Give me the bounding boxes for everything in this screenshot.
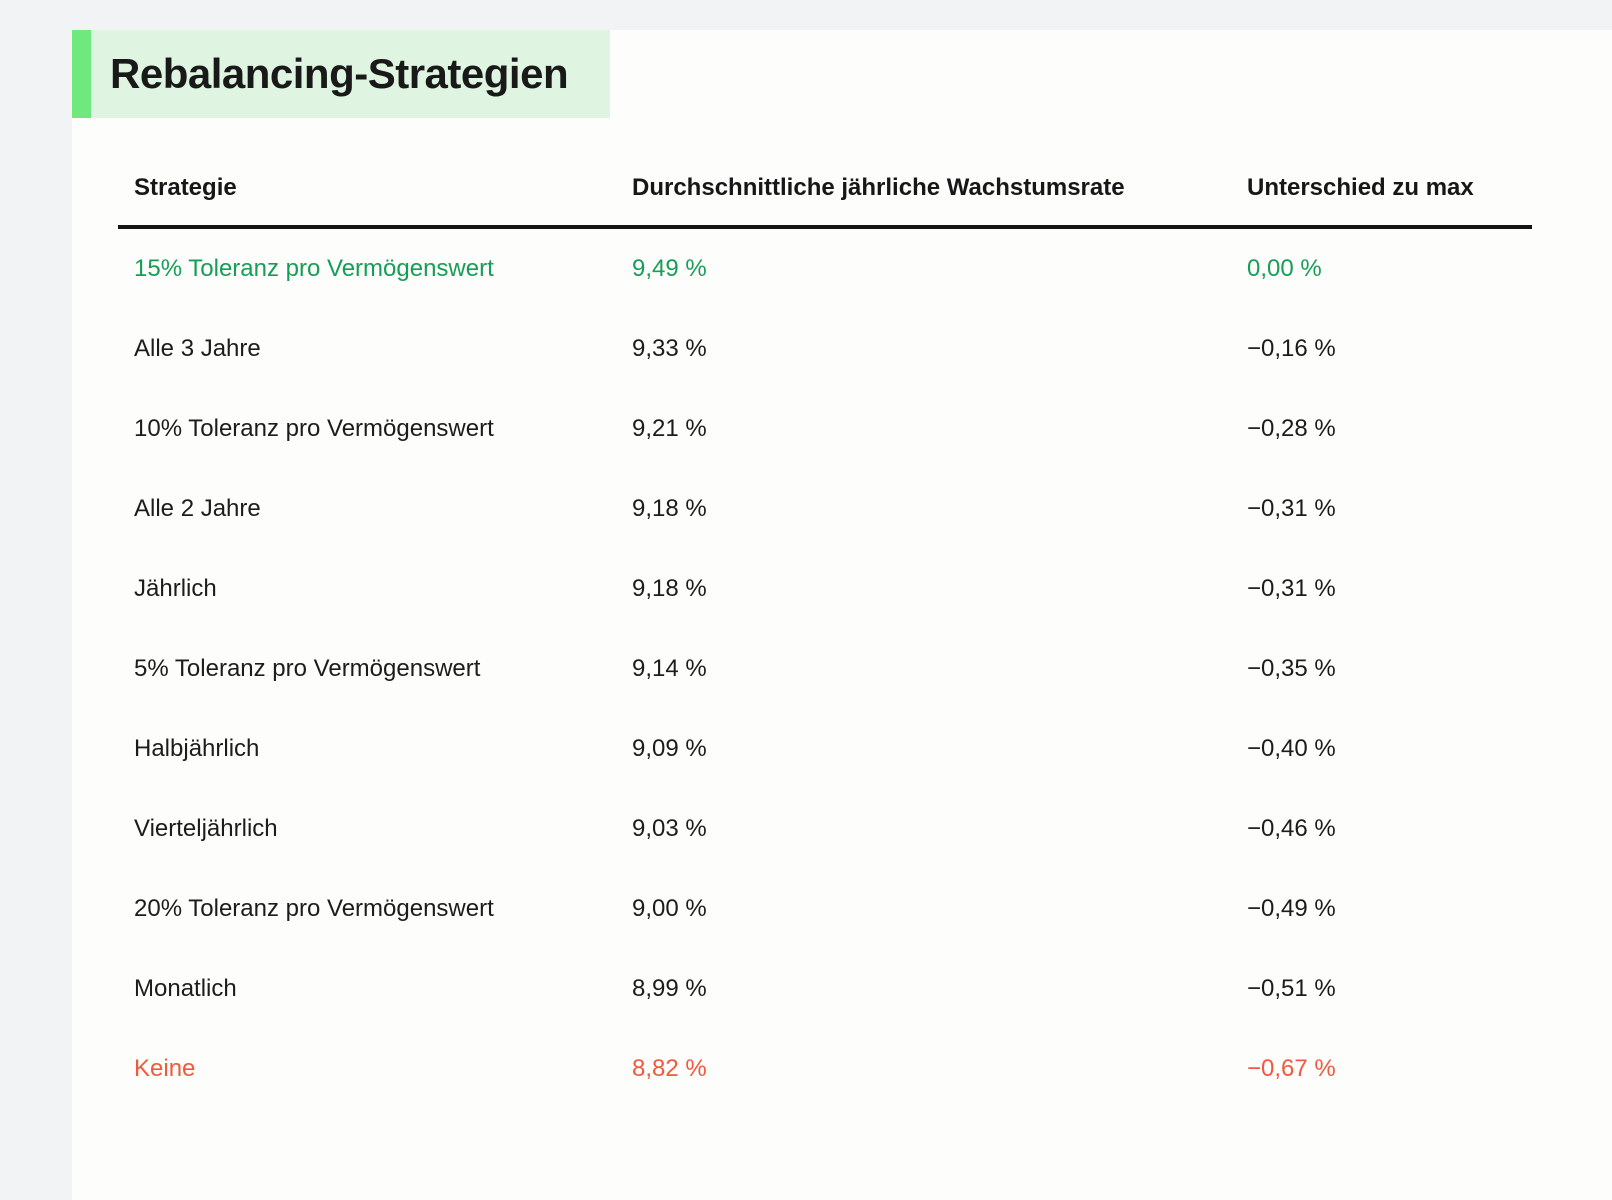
diff-cell: −0,67 % (1247, 1055, 1336, 1082)
growth-cell: 8,99 % (632, 975, 707, 1002)
table-row: Alle 3 Jahre 9,33 % −0,16 % (118, 309, 1532, 389)
page-title: Rebalancing-Strategien (110, 50, 569, 97)
growth-cell: 8,82 % (632, 1055, 707, 1082)
table-row: Keine 8,82 % −0,67 % (118, 1029, 1532, 1109)
diff-cell: 0,00 % (1247, 255, 1322, 282)
column-header-strategy: Strategie (134, 173, 237, 201)
table-row: 10% Toleranz pro Vermögenswert 9,21 % −0… (118, 389, 1532, 469)
table-row: 15% Toleranz pro Vermögenswert 9,49 % 0,… (118, 229, 1532, 309)
strategy-cell: Vierteljährlich (134, 815, 278, 842)
growth-cell: 9,09 % (632, 735, 707, 762)
growth-cell: 9,03 % (632, 815, 707, 842)
rebalancing-strategies-table: Strategie Durchschnittliche jährliche Wa… (118, 150, 1532, 1109)
table-row: 20% Toleranz pro Vermögenswert 9,00 % −0… (118, 869, 1532, 949)
growth-cell: 9,33 % (632, 335, 707, 362)
growth-cell: 9,14 % (632, 655, 707, 682)
strategy-cell: Keine (134, 1055, 196, 1082)
diff-cell: −0,31 % (1247, 495, 1336, 522)
table-row: 5% Toleranz pro Vermögenswert 9,14 % −0,… (118, 629, 1532, 709)
table-row: Halbjährlich 9,09 % −0,40 % (118, 709, 1532, 789)
strategy-cell: Monatlich (134, 975, 237, 1002)
strategy-cell: 15% Toleranz pro Vermögenswert (134, 255, 494, 282)
strategy-cell: 20% Toleranz pro Vermögenswert (134, 895, 494, 922)
strategy-cell: Alle 3 Jahre (134, 335, 261, 362)
table-row: Jährlich 9,18 % −0,31 % (118, 549, 1532, 629)
diff-cell: −0,16 % (1247, 335, 1336, 362)
strategy-cell: Halbjährlich (134, 735, 260, 762)
diff-cell: −0,35 % (1247, 655, 1336, 682)
table-row: Vierteljährlich 9,03 % −0,46 % (118, 789, 1532, 869)
title-accent-bar (72, 30, 91, 118)
growth-cell: 9,49 % (632, 255, 707, 282)
growth-cell: 9,18 % (632, 575, 707, 602)
growth-cell: 9,18 % (632, 495, 707, 522)
table-row: Monatlich 8,99 % −0,51 % (118, 949, 1532, 1029)
table-row: Alle 2 Jahre 9,18 % −0,31 % (118, 469, 1532, 549)
strategy-cell: 10% Toleranz pro Vermögenswert (134, 415, 494, 442)
diff-cell: −0,51 % (1247, 975, 1336, 1002)
strategy-cell: Alle 2 Jahre (134, 495, 261, 522)
diff-cell: −0,46 % (1247, 815, 1336, 842)
table-header-row: Strategie Durchschnittliche jährliche Wa… (118, 150, 1532, 229)
strategy-cell: 5% Toleranz pro Vermögenswert (134, 655, 481, 682)
growth-cell: 9,21 % (632, 415, 707, 442)
strategy-cell: Jährlich (134, 575, 217, 602)
diff-cell: −0,28 % (1247, 415, 1336, 442)
column-header-diff-to-max: Unterschied zu max (1247, 173, 1474, 201)
column-header-growth-rate: Durchschnittliche jährliche Wachstumsrat… (632, 173, 1125, 201)
diff-cell: −0,40 % (1247, 735, 1336, 762)
diff-cell: −0,31 % (1247, 575, 1336, 602)
title-block: Rebalancing-Strategien (72, 30, 611, 118)
content-card: Rebalancing-Strategien Strategie Durchsc… (72, 30, 1612, 1200)
title-highlight: Rebalancing-Strategien (91, 30, 611, 118)
diff-cell: −0,49 % (1247, 895, 1336, 922)
growth-cell: 9,00 % (632, 895, 707, 922)
